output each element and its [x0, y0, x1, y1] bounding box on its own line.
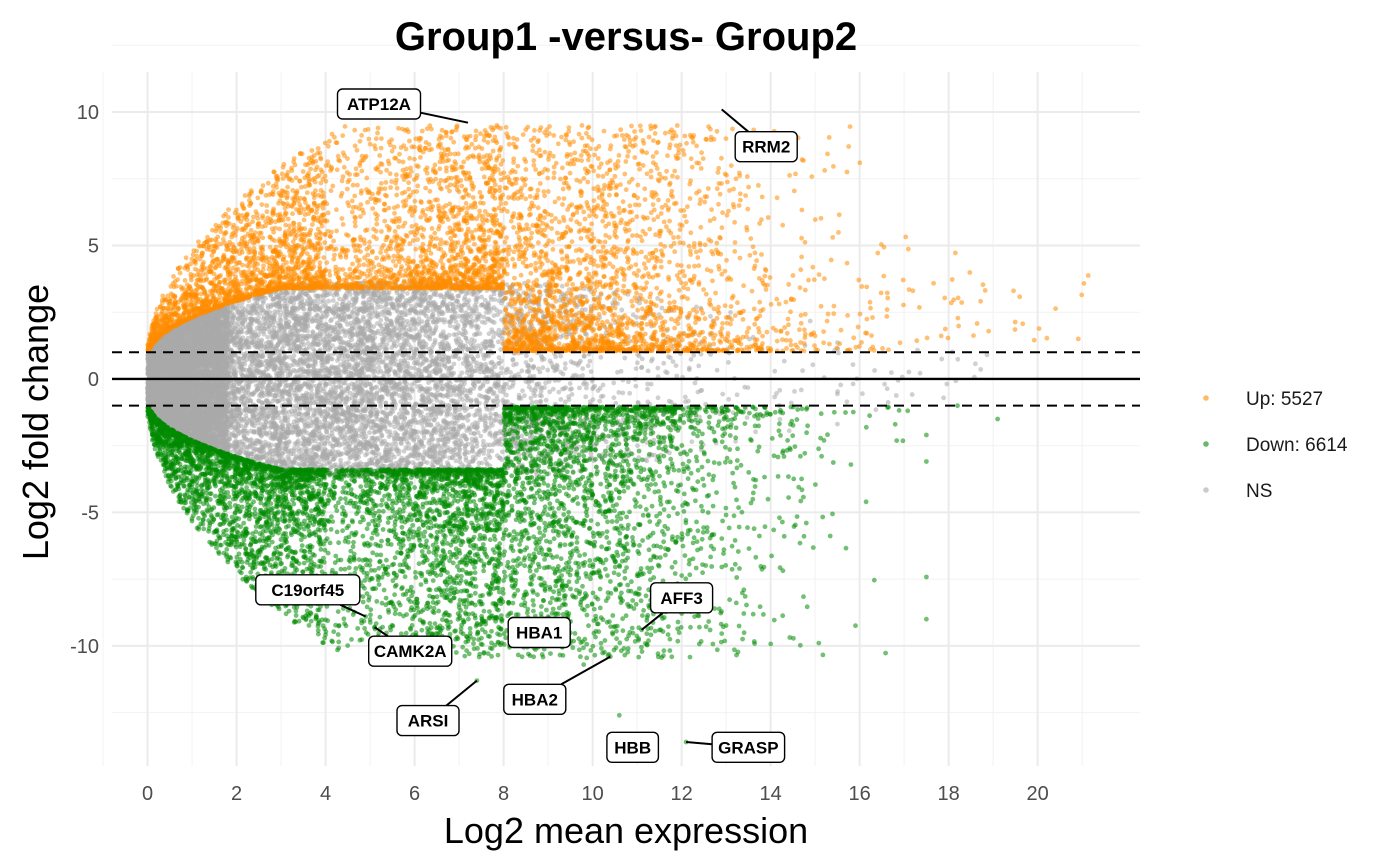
point-ns — [466, 298, 472, 303]
point-ns — [326, 298, 332, 304]
point-ns — [562, 399, 568, 405]
point-ns — [635, 360, 640, 366]
point-ns — [486, 331, 492, 337]
point-ns — [486, 452, 491, 458]
point-ns — [622, 355, 628, 361]
point-ns — [692, 380, 698, 386]
point-ns — [405, 291, 410, 296]
point-ns — [291, 353, 297, 358]
point-ns — [633, 383, 639, 389]
point-ns — [659, 305, 665, 311]
point-ns — [519, 433, 525, 439]
point-ns — [708, 352, 713, 357]
point-ns — [459, 370, 465, 376]
point-ns — [447, 323, 453, 329]
point-ns — [363, 434, 369, 439]
data-points — [145, 123, 1091, 745]
point-ns — [432, 337, 438, 343]
point-ns — [613, 400, 619, 406]
point-ns — [627, 390, 633, 396]
point-ns — [496, 339, 501, 345]
point-ns — [682, 394, 688, 400]
point-ns — [498, 347, 504, 352]
point-ns — [265, 334, 271, 340]
point-ns — [477, 393, 482, 398]
point-ns — [491, 334, 496, 340]
point-ns — [533, 399, 539, 405]
point-ns — [576, 360, 582, 366]
point-ns — [585, 363, 591, 369]
point-ns — [475, 353, 481, 359]
point-ns — [429, 349, 434, 355]
point-ns — [569, 392, 575, 397]
point-ns — [547, 389, 553, 395]
point-ns — [491, 313, 497, 318]
point-ns — [499, 449, 505, 455]
point-ns — [559, 283, 565, 289]
point-ns — [528, 395, 534, 401]
point-ns — [619, 307, 625, 313]
point-ns — [546, 379, 552, 384]
point-ns — [633, 366, 639, 371]
point-ns — [655, 395, 661, 401]
point-ns — [545, 367, 551, 373]
point-ns — [588, 369, 594, 374]
point-ns — [781, 358, 787, 364]
point-ns — [508, 370, 513, 375]
point-ns — [558, 397, 564, 402]
point-ns — [319, 299, 324, 305]
point-ns — [291, 448, 297, 454]
point-ns — [413, 326, 418, 332]
point-ns — [567, 381, 573, 386]
point-ns — [489, 448, 495, 454]
point-ns — [435, 421, 441, 427]
point-ns — [459, 304, 464, 310]
point-ns — [635, 443, 640, 449]
point-ns — [611, 395, 617, 401]
point-ns — [598, 354, 604, 360]
point-ns — [734, 392, 740, 398]
point-ns — [392, 430, 398, 435]
point-ns — [595, 388, 601, 393]
